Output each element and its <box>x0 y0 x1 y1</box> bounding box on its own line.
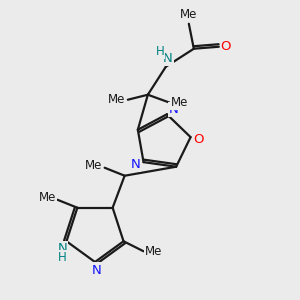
Text: Me: Me <box>85 159 102 172</box>
Text: Me: Me <box>171 96 188 109</box>
Text: N: N <box>131 158 140 171</box>
Text: Me: Me <box>145 245 162 258</box>
Text: O: O <box>193 133 204 146</box>
Text: Me: Me <box>108 93 125 106</box>
Text: Me: Me <box>180 8 197 21</box>
Text: N: N <box>163 52 173 65</box>
Text: N: N <box>58 242 67 255</box>
Text: N: N <box>92 263 102 277</box>
Text: H: H <box>58 251 67 264</box>
Text: Me: Me <box>39 191 56 204</box>
Text: N: N <box>169 103 179 116</box>
Text: H: H <box>155 45 164 58</box>
Text: O: O <box>220 40 231 53</box>
